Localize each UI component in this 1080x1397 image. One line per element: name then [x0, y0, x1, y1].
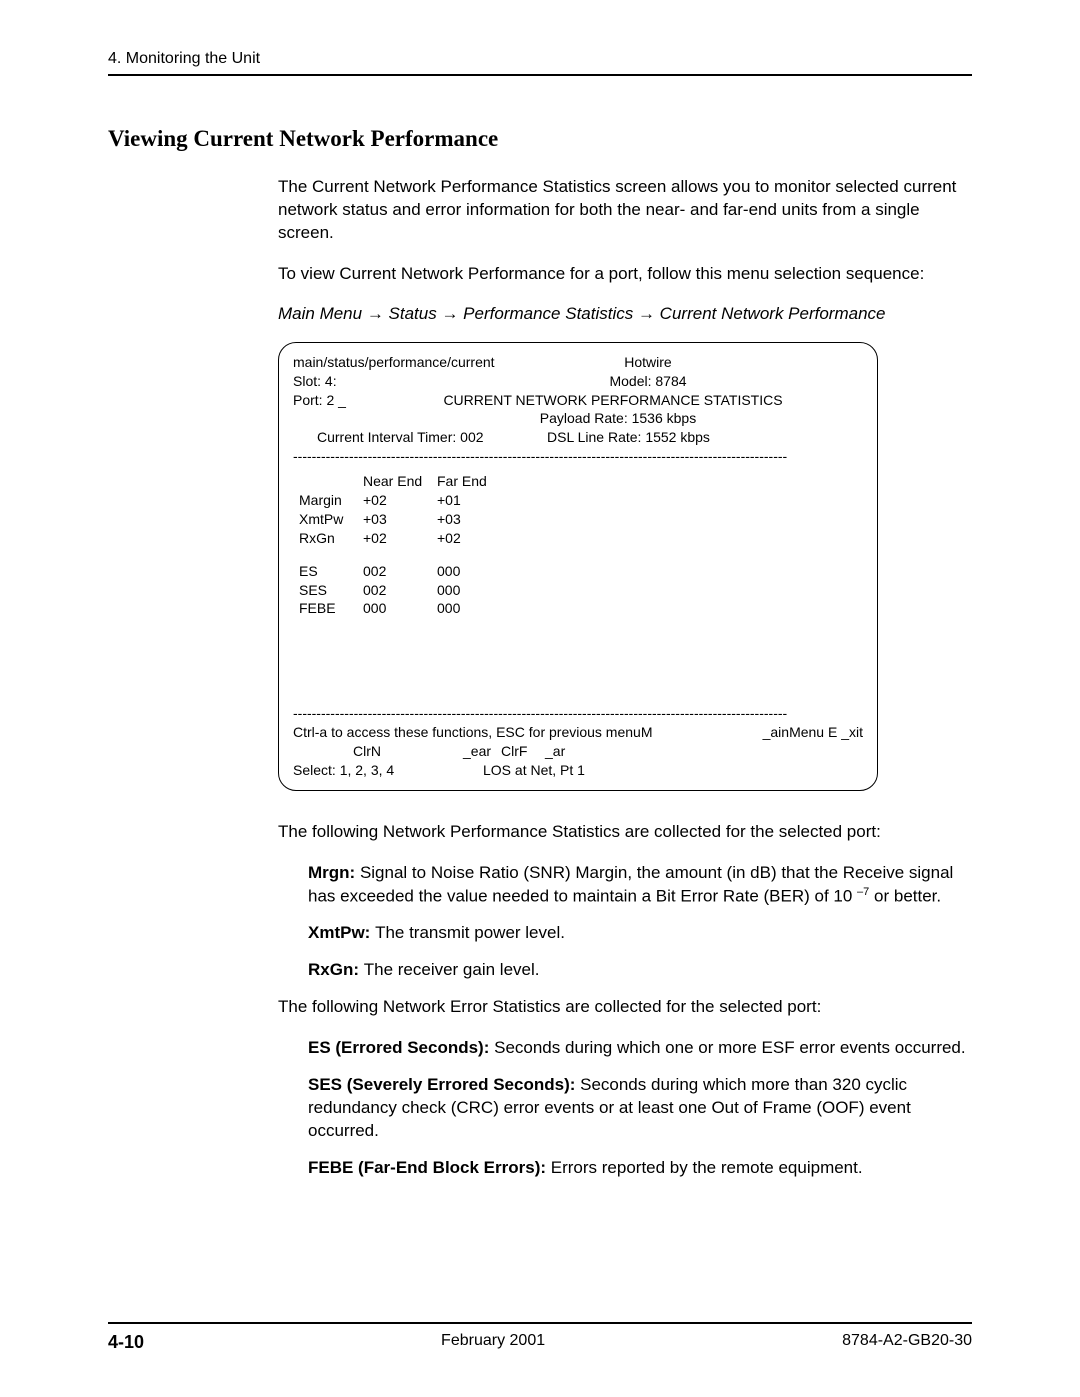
slot-label: Slot: 4:	[293, 372, 553, 391]
mrgn-text1: Signal to Noise Ratio (SNR) Margin, the …	[308, 863, 953, 906]
row-far: 000	[437, 562, 511, 581]
row-label: ES	[293, 562, 363, 581]
terminal-brand: Hotwire	[553, 353, 743, 372]
mrgn-label: Mrgn:	[308, 863, 360, 882]
row-near: +03	[363, 510, 437, 529]
terminal-hint-row: Ctrl-a to access these functions, ESC fo…	[293, 723, 863, 742]
table-row: RxGn +02 +02	[293, 529, 863, 548]
header-rule	[108, 74, 972, 76]
clrf-label: ClrF	[501, 742, 545, 761]
ctrl-hint: Ctrl-a to access these functions, ESC fo…	[293, 723, 641, 742]
row-label: Margin	[293, 491, 363, 510]
terminal-spacer	[743, 353, 863, 372]
terminal-screen: main/status/performance/current Hotwire …	[278, 342, 878, 791]
table-row: Margin +02 +01	[293, 491, 863, 510]
rxgn-label: RxGn:	[308, 960, 364, 979]
menu-path: Main Menu → Status → Performance Statist…	[278, 304, 972, 324]
row-far: +01	[437, 491, 511, 510]
def-febe: FEBE (Far-End Block Errors): Errors repo…	[308, 1157, 972, 1180]
def-xmtpw: XmtPw: The transmit power level.	[308, 922, 972, 945]
row-far: +02	[437, 529, 511, 548]
row-label: RxGn	[293, 529, 363, 548]
select-label: Select: 1, 2, 3, 4	[293, 761, 483, 780]
footer-date: February 2001	[441, 1332, 545, 1353]
es-label: ES (Errored Seconds):	[308, 1038, 494, 1057]
ses-label: SES (Severely Errored Seconds):	[308, 1075, 580, 1094]
body: The Current Network Performance Statisti…	[278, 176, 972, 1180]
table-row: ES 002 000	[293, 562, 863, 581]
row-near: 002	[363, 581, 437, 600]
dash-line-1: ----------------------------------------…	[293, 447, 863, 466]
payload-rate: Payload Rate: 1536 kbps	[473, 409, 763, 428]
row-label: XmtPw	[293, 510, 363, 529]
terminal-fn-row: ClrN _ear ClrF _ar	[293, 742, 863, 761]
xmtpw-label: XmtPw:	[308, 923, 375, 942]
febe-label: FEBE (Far-End Block Errors):	[308, 1158, 551, 1177]
col-near-end: Near End	[363, 472, 437, 491]
xmtpw-text: The transmit power level.	[375, 923, 565, 942]
row-near: +02	[363, 491, 437, 510]
row-near: 002	[363, 562, 437, 581]
intro-p1: The Current Network Performance Statisti…	[278, 176, 972, 245]
table-row: FEBE 000 000	[293, 599, 863, 618]
ear-label: _ear	[463, 742, 501, 761]
menu-exit-hint: _ainMenu E _xit	[763, 723, 863, 742]
ar-label: _ar	[545, 742, 565, 761]
def-es: ES (Errored Seconds): Seconds during whi…	[308, 1037, 972, 1060]
doc-number: 8784-A2-GB20-30	[842, 1332, 972, 1353]
terminal-breadcrumb: main/status/performance/current	[293, 353, 553, 372]
rxgn-text: The receiver gain level.	[364, 960, 540, 979]
febe-text: Errors reported by the remote equipment.	[551, 1158, 863, 1177]
def-ses: SES (Severely Errored Seconds): Seconds …	[308, 1074, 972, 1143]
m-key: M	[641, 723, 659, 742]
row-label: SES	[293, 581, 363, 600]
stats-title: CURRENT NETWORK PERFORMANCE STATISTICS	[393, 391, 833, 410]
row-far: 000	[437, 581, 511, 600]
mrgn-exp: –7	[857, 886, 869, 898]
def-mrgn: Mrgn: Signal to Noise Ratio (SNR) Margin…	[308, 862, 972, 909]
row-far: 000	[437, 599, 511, 618]
interval-timer: Current Interval Timer: 002	[293, 428, 547, 447]
table-row: SES 002 000	[293, 581, 863, 600]
err-def-list: ES (Errored Seconds): Seconds during whi…	[308, 1037, 972, 1180]
row-far: +03	[437, 510, 511, 529]
page-footer: 4-10 February 2001 8784-A2-GB20-30	[108, 1322, 972, 1353]
dash-line-2: ----------------------------------------…	[293, 704, 863, 723]
perf-def-list: Mrgn: Signal to Noise Ratio (SNR) Margin…	[308, 862, 972, 982]
footer-rule	[108, 1322, 972, 1324]
terminal-select-row: Select: 1, 2, 3, 4 LOS at Net, Pt 1	[293, 761, 863, 780]
los-label: LOS at Net, Pt 1	[483, 761, 585, 780]
row-label: FEBE	[293, 599, 363, 618]
stats-table: Near End Far End Margin +02 +01 XmtPw +0…	[293, 472, 863, 618]
mrgn-text2: or better.	[869, 886, 941, 905]
page: 4. Monitoring the Unit Viewing Current N…	[0, 0, 1080, 1397]
intro-p2: To view Current Network Performance for …	[278, 263, 972, 286]
perf-intro: The following Network Performance Statis…	[278, 821, 972, 844]
err-intro: The following Network Error Statistics a…	[278, 996, 972, 1019]
row-near: +02	[363, 529, 437, 548]
model-label: Model: 8784	[553, 372, 743, 391]
page-number: 4-10	[108, 1332, 144, 1353]
port-label: Port: 2 _	[293, 391, 393, 410]
def-rxgn: RxGn: The receiver gain level.	[308, 959, 972, 982]
clrn-label: ClrN	[353, 742, 463, 761]
table-row: XmtPw +03 +03	[293, 510, 863, 529]
dsl-rate: DSL Line Rate: 1552 kbps	[547, 428, 767, 447]
es-text: Seconds during which one or more ESF err…	[494, 1038, 966, 1057]
section-title: Viewing Current Network Performance	[108, 126, 972, 152]
col-far-end: Far End	[437, 472, 511, 491]
chapter-header: 4. Monitoring the Unit	[108, 50, 972, 68]
row-near: 000	[363, 599, 437, 618]
